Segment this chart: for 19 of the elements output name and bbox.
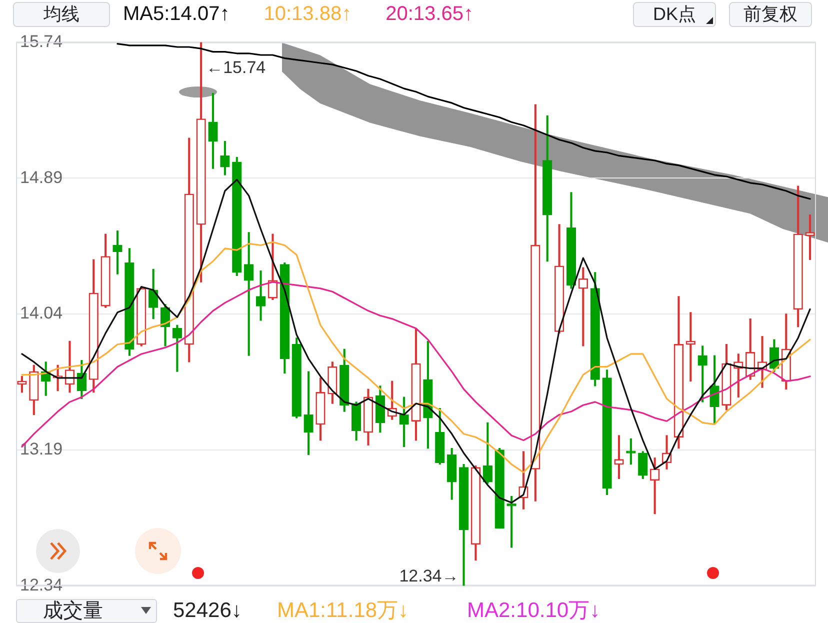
- text: 20:13.65↑: [386, 2, 474, 27]
- y-tick-label: 12.34: [20, 575, 63, 594]
- text: 52426↓: [173, 599, 242, 623]
- y-tick-label: 15.74: [20, 32, 63, 51]
- text: MA1:11.18万↓: [277, 599, 409, 623]
- dropdown-button[interactable]: DK点: [633, 2, 716, 27]
- y-tick-label: 14.04: [20, 304, 63, 323]
- candlestick: [256, 270, 266, 321]
- y-tick-label: 14.89: [20, 168, 63, 187]
- text: 10:13.88↑: [264, 2, 352, 27]
- text: MA2:10.10万↓: [467, 599, 600, 623]
- y-tick-label: 13.19: [20, 440, 63, 459]
- button[interactable]: 前复权: [729, 2, 812, 27]
- button[interactable]: 均线: [13, 2, 110, 27]
- text: MA5:14.07↑: [123, 2, 230, 27]
- candlestick: [686, 312, 696, 382]
- annotation: 12.34→: [399, 566, 459, 586]
- dropdown-button[interactable]: 成交量: [16, 599, 157, 623]
- annotation: ←15.74: [206, 58, 266, 77]
